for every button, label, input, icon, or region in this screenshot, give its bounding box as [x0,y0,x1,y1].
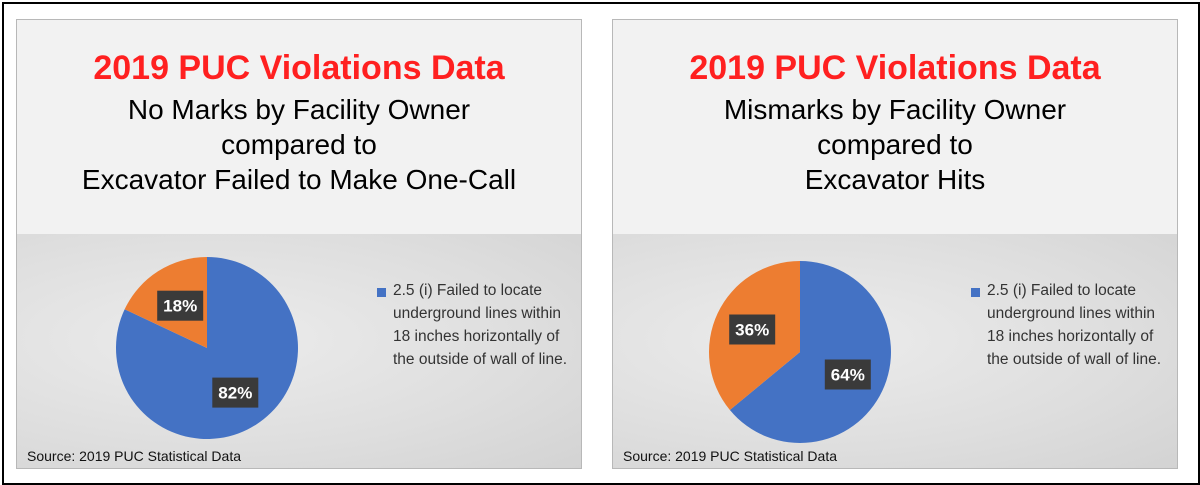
data-label-text: 36% [735,321,769,340]
legend: 2.5 (i) Failed to locate underground lin… [971,279,1167,371]
pie-chart: 64% 36% [708,261,891,443]
source-note: Source: 2019 PUC Statistical Data [623,448,837,464]
source-note: Source: 2019 PUC Statistical Data [27,448,241,464]
subtitle-line: Excavator Hits [804,164,986,195]
pie-slice-64-percent [729,261,891,443]
panel-header: 2019 PUC Violations Data Mismarks by Fac… [613,20,1177,234]
legend-label: 2.5 (i) Failed to locate underground lin… [393,282,568,368]
subtitle-line: Excavator Failed to Make One-Call [81,164,517,195]
data-label: 82% [212,377,259,408]
panel-mismarks: 2019 PUC Violations Data Mismarks by Fac… [612,19,1178,469]
panel-no-marks: 2019 PUC Violations Data No Marks by Fac… [16,19,582,469]
data-label: 18% [157,290,204,321]
panel-title: 2019 PUC Violations Data [689,49,1101,87]
subtitle-line: compared to [817,129,973,160]
data-label-box [729,314,776,345]
data-label: 64% [824,359,871,390]
legend: 2.5 (i) Failed to locate underground lin… [377,279,573,371]
data-label-text: 64% [831,366,865,385]
chart-area: 64% 36% 2.5 (i) Failed to locate undergro… [613,234,1177,468]
panel-header: 2019 PUC Violations Data No Marks by Fac… [17,20,581,234]
pie-chart: 82% 18% [115,257,298,439]
panel-subtitle: No Marks by Facility Owner compared to E… [17,92,581,197]
legend-swatch [377,288,386,297]
data-label-box [157,290,204,321]
subtitle-line: Mismarks by Facility Owner [723,94,1067,125]
data-label-box [212,377,259,408]
legend-label: 2.5 (i) Failed to locate underground lin… [987,282,1162,368]
data-label-text: 18% [163,297,197,316]
panel-title: 2019 PUC Violations Data [93,49,505,87]
chart-area: 82% 18% 2.5 (i) Failed to locate undergro… [17,234,581,468]
legend-swatch [971,288,980,297]
subtitle-line: compared to [221,129,377,160]
data-label-text: 82% [218,384,252,403]
data-label-box [824,359,871,390]
panel-subtitle: Mismarks by Facility Owner compared to E… [613,92,1177,197]
subtitle-line: No Marks by Facility Owner [127,94,471,125]
data-label: 36% [729,314,776,345]
